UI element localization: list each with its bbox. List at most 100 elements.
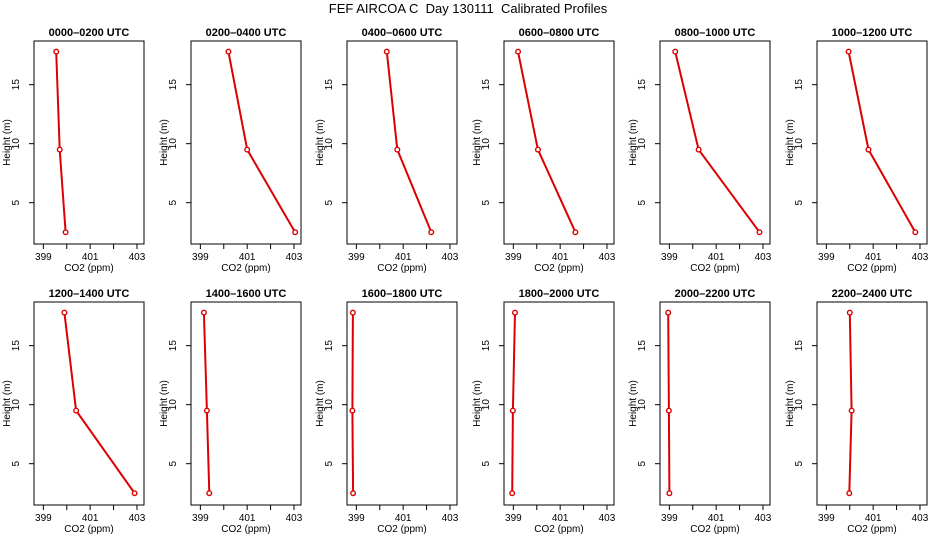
y-tick-label: 5 bbox=[794, 199, 805, 205]
panel-6: 1000–1200 UTC 399 401 403 5 10 15 CO2 (ppm) Heig… bbox=[785, 27, 929, 274]
data-point bbox=[61, 309, 68, 316]
data-point bbox=[73, 407, 80, 414]
y-tick-label: 10 bbox=[168, 138, 179, 150]
data-point bbox=[349, 407, 356, 414]
data-point bbox=[292, 229, 299, 236]
y-tick-label: 10 bbox=[481, 399, 492, 411]
y-axis-label: Height (m) bbox=[2, 119, 13, 166]
y-tick-label: 15 bbox=[11, 340, 22, 352]
data-point bbox=[912, 229, 919, 236]
plot-frame bbox=[33, 40, 145, 245]
x-tick-label: 401 bbox=[865, 513, 882, 524]
x-tick-label: 401 bbox=[395, 513, 412, 524]
data-point bbox=[350, 490, 357, 497]
plot-frame bbox=[659, 301, 771, 506]
y-tick-label: 10 bbox=[794, 399, 805, 411]
y-tick-label: 10 bbox=[481, 138, 492, 150]
x-tick-label: 399 bbox=[661, 513, 678, 524]
profile-line bbox=[511, 312, 516, 494]
y-tick-label: 15 bbox=[324, 340, 335, 352]
profile-line bbox=[848, 312, 853, 494]
x-axis-label: CO2 (ppm) bbox=[534, 263, 583, 274]
x-tick-label: 401 bbox=[552, 513, 569, 524]
y-tick-label: 10 bbox=[637, 399, 648, 411]
profile-line bbox=[55, 51, 67, 233]
y-axis-label: Height (m) bbox=[315, 119, 326, 166]
x-axis-label: CO2 (ppm) bbox=[690, 524, 739, 535]
y-tick-label: 15 bbox=[481, 340, 492, 352]
y-tick-label: 15 bbox=[794, 79, 805, 91]
plot-frame bbox=[816, 301, 928, 506]
y-tick-label: 15 bbox=[637, 340, 648, 352]
y-tick-label: 10 bbox=[637, 138, 648, 150]
x-axis-label: CO2 (ppm) bbox=[64, 524, 113, 535]
data-point bbox=[512, 309, 519, 316]
data-point bbox=[509, 407, 516, 414]
x-axis-label: CO2 (ppm) bbox=[847, 524, 896, 535]
panel-title: 1400–1600 UTC bbox=[206, 288, 287, 300]
y-axis-label: Height (m) bbox=[2, 380, 13, 427]
y-tick-label: 5 bbox=[324, 199, 335, 205]
x-tick-label: 399 bbox=[505, 252, 522, 263]
x-tick-label: 399 bbox=[505, 513, 522, 524]
plot-frame bbox=[33, 301, 145, 506]
data-point bbox=[534, 146, 541, 153]
y-tick-label: 15 bbox=[11, 79, 22, 91]
y-axis-label: Height (m) bbox=[785, 380, 796, 427]
plot-frame bbox=[346, 40, 458, 245]
figure-title: FEF AIRCOA C Day 130111 Calibrated Profi… bbox=[328, 1, 608, 16]
y-tick-label: 15 bbox=[794, 340, 805, 352]
y-tick-label: 10 bbox=[794, 138, 805, 150]
y-tick-label: 10 bbox=[11, 399, 22, 411]
profile-line bbox=[385, 51, 433, 233]
y-tick-label: 5 bbox=[168, 199, 179, 205]
panel-10: 1800–2000 UTC 399 401 403 5 10 15 CO2 (ppm) Heig… bbox=[472, 288, 616, 535]
y-tick-label: 10 bbox=[168, 399, 179, 411]
x-tick-label: 403 bbox=[755, 252, 772, 263]
x-tick-label: 401 bbox=[82, 252, 99, 263]
data-point bbox=[56, 146, 63, 153]
data-point bbox=[206, 490, 213, 497]
x-tick-label: 403 bbox=[129, 513, 146, 524]
panel-3: 0400–0600 UTC 399 401 403 5 10 15 CO2 (ppm) Heig… bbox=[315, 27, 459, 274]
panel-12: 2200–2400 UTC 399 401 403 5 10 15 CO2 (ppm) Heig… bbox=[785, 288, 929, 535]
x-tick-label: 399 bbox=[348, 252, 365, 263]
plot-frame bbox=[503, 301, 615, 506]
data-point bbox=[394, 146, 401, 153]
profile-line bbox=[517, 51, 577, 233]
profile-line bbox=[202, 312, 211, 494]
profile-line bbox=[227, 51, 296, 233]
panel-7: 1200–1400 UTC 399 401 403 5 10 15 CO2 (ppm) Heig… bbox=[2, 288, 146, 535]
x-tick-label: 401 bbox=[708, 252, 725, 263]
y-tick-label: 5 bbox=[11, 460, 22, 466]
x-tick-label: 403 bbox=[912, 513, 929, 524]
data-point bbox=[848, 407, 855, 414]
x-tick-label: 401 bbox=[82, 513, 99, 524]
y-tick-label: 15 bbox=[481, 79, 492, 91]
y-tick-label: 5 bbox=[481, 460, 492, 466]
plot-frame bbox=[190, 301, 302, 506]
y-tick-label: 5 bbox=[324, 460, 335, 466]
profile-line bbox=[847, 51, 917, 233]
data-point bbox=[695, 146, 702, 153]
panel-8: 1400–1600 UTC 399 401 403 5 10 15 CO2 (ppm) Heig… bbox=[159, 288, 303, 535]
panel-11: 2000–2200 UTC 399 401 403 5 10 15 CO2 (ppm) Heig… bbox=[628, 288, 772, 535]
y-tick-label: 5 bbox=[481, 199, 492, 205]
panel-title: 2200–2400 UTC bbox=[832, 288, 913, 300]
panel-title: 2000–2200 UTC bbox=[675, 288, 756, 300]
plot-frame bbox=[816, 40, 928, 245]
x-tick-label: 403 bbox=[755, 513, 772, 524]
y-axis-label: Height (m) bbox=[785, 119, 796, 166]
data-point bbox=[665, 407, 672, 414]
y-axis-label: Height (m) bbox=[472, 119, 483, 166]
data-point bbox=[225, 48, 232, 55]
x-tick-label: 399 bbox=[348, 513, 365, 524]
panel-title: 1200–1400 UTC bbox=[49, 288, 130, 300]
x-tick-label: 399 bbox=[192, 252, 209, 263]
plot-frame bbox=[190, 40, 302, 245]
y-tick-label: 5 bbox=[637, 199, 648, 205]
x-axis-label: CO2 (ppm) bbox=[377, 524, 426, 535]
x-tick-label: 401 bbox=[708, 513, 725, 524]
y-tick-label: 5 bbox=[11, 199, 22, 205]
